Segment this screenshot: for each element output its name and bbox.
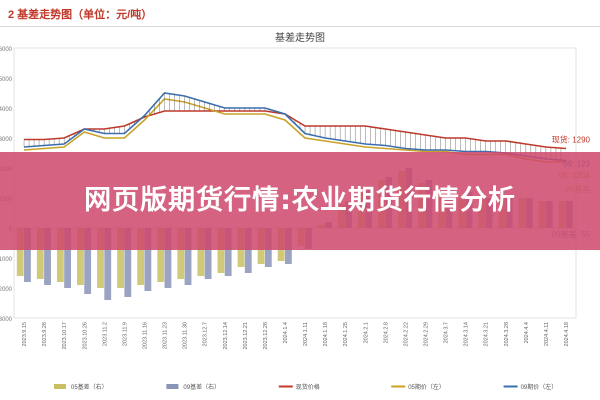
basis-bar (144, 228, 152, 291)
basis-bar (64, 228, 72, 288)
x-tick-label: 2024.1.25 (343, 322, 349, 346)
x-tick-label: 2023.12.7 (203, 322, 209, 346)
basis-bar (84, 228, 92, 294)
basis-bar (177, 228, 185, 279)
x-tick-label: 2024.2.29 (423, 322, 429, 346)
x-tick-label: 2024.3.7 (444, 322, 450, 343)
x-tick-label: 2024.2.22 (403, 322, 409, 346)
x-tick-label: 2024.2.1 (363, 322, 369, 343)
x-tick-label: 2023.11.16 (142, 322, 148, 349)
x-tick-label: 2023.9.28 (42, 322, 48, 346)
x-tick-label: 2023.10.17 (62, 322, 68, 350)
overlay-banner: 网页版期货行情:农业期货行情分析 (0, 152, 600, 250)
x-tick-label: 2023.12.21 (243, 322, 249, 350)
y-tick-label: -2000 (0, 287, 13, 293)
document-heading: 2 基差走势图（单位：元/吨） (8, 9, 153, 21)
y-tick-label: 4000 (0, 107, 13, 113)
x-tick-label: 2023.10.26 (82, 322, 88, 350)
series-annotation: 现货: 1290 (552, 135, 591, 145)
basis-bar (184, 228, 192, 285)
x-tick-label: 2024.4.4 (524, 322, 530, 343)
y-tick-label: 5000 (0, 77, 13, 83)
legend-label: 09基差（右） (183, 383, 220, 391)
basis-bar (197, 228, 205, 276)
basis-bar (16, 228, 24, 276)
y-tick-label: 6000 (0, 47, 13, 53)
x-tick-label: 2023.9.15 (22, 322, 28, 346)
legend-label: 05基差（右） (71, 383, 108, 391)
basis-bar (117, 228, 124, 288)
x-tick-label: 2024.1.11 (303, 322, 309, 346)
x-tick-label: 2024.3.28 (504, 322, 510, 346)
legend-label: 现货价格 (296, 383, 320, 391)
x-tick-label: 2023.12.28 (263, 322, 269, 350)
y-tick-label: 3000 (0, 137, 13, 143)
basis-bar (217, 228, 225, 273)
basis-bar (164, 228, 172, 288)
x-tick-label: 2024.4.18 (564, 322, 570, 346)
basis-bar (77, 228, 84, 285)
basis-bar (36, 228, 44, 279)
legend-label: 09期价（左） (521, 383, 558, 391)
x-tick-label: 2024.2.8 (383, 322, 389, 343)
x-tick-label: 2023.11.23 (163, 322, 169, 349)
x-tick-label: 2023.11.30 (183, 322, 189, 349)
x-tick-label: 2024.3.21 (484, 322, 490, 346)
heading-divider (0, 26, 600, 27)
basis-bar (124, 228, 132, 297)
x-tick-label: 2023.12.14 (223, 322, 229, 350)
legend-swatch (166, 384, 179, 389)
x-tick-label: 2024.3.14 (464, 322, 470, 346)
basis-bar (24, 228, 31, 282)
basis-bar (97, 228, 104, 288)
legend-label: 05期价（左） (408, 383, 445, 391)
y-tick-label: -3000 (0, 317, 13, 323)
basis-bar (137, 228, 145, 285)
x-tick-label: 2024.4.11 (544, 322, 550, 346)
basis-bar (244, 228, 252, 273)
basis-bar (56, 228, 64, 282)
legend-swatch (54, 384, 66, 389)
x-tick-label: 2023.11.9 (122, 322, 128, 346)
price-line (23, 92, 567, 162)
basis-bar (224, 228, 232, 276)
basis-bar (44, 228, 51, 285)
chart-title: 基差走势图 (275, 31, 325, 44)
x-tick-label: 2023.11.2 (102, 322, 108, 346)
y-tick-label: -1000 (0, 257, 13, 263)
overlay-banner-text: 网页版期货行情:农业期货行情分析 (84, 185, 516, 216)
x-tick-label: 2024.1.4 (283, 322, 289, 343)
basis-bar (157, 228, 165, 282)
basis-bar (204, 228, 212, 279)
basis-bar (104, 228, 112, 300)
x-tick-label: 2024.1.18 (323, 322, 329, 346)
